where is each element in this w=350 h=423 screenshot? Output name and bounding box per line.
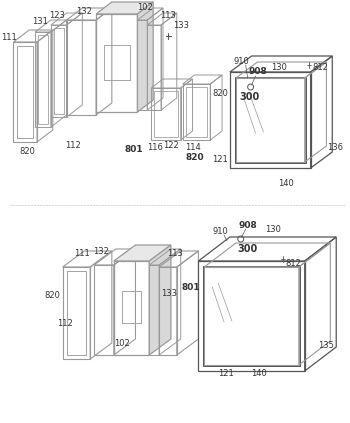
- Text: 910: 910: [234, 58, 250, 66]
- Text: 114: 114: [185, 143, 201, 153]
- Text: 812: 812: [285, 258, 301, 267]
- Text: 111: 111: [75, 248, 90, 258]
- Text: 300: 300: [239, 92, 260, 102]
- Text: 820: 820: [212, 88, 228, 97]
- Text: 112: 112: [65, 140, 80, 149]
- Text: 812: 812: [313, 63, 328, 72]
- Text: 140: 140: [252, 368, 267, 377]
- Text: 116: 116: [147, 143, 163, 153]
- Text: 820: 820: [45, 291, 61, 299]
- Text: 121: 121: [212, 156, 228, 165]
- Text: 131: 131: [32, 17, 48, 27]
- Text: 102: 102: [114, 338, 130, 348]
- Text: 133: 133: [161, 288, 177, 297]
- Polygon shape: [149, 245, 171, 355]
- Text: 111: 111: [1, 33, 16, 42]
- Text: 820: 820: [185, 154, 204, 162]
- Text: 122: 122: [163, 140, 179, 149]
- Text: 910: 910: [212, 226, 228, 236]
- Text: 136: 136: [327, 143, 343, 153]
- Text: 132: 132: [93, 247, 109, 255]
- Text: 132: 132: [76, 6, 92, 16]
- Text: 801: 801: [124, 146, 143, 154]
- Text: 113: 113: [160, 11, 176, 19]
- Text: 801: 801: [181, 283, 200, 291]
- Text: 908: 908: [248, 68, 267, 77]
- Text: 133: 133: [173, 22, 189, 30]
- Text: 135: 135: [318, 341, 334, 349]
- Polygon shape: [138, 2, 153, 112]
- Text: 130: 130: [271, 63, 287, 72]
- Text: 908: 908: [238, 220, 257, 230]
- Polygon shape: [114, 245, 171, 261]
- Text: 130: 130: [265, 225, 281, 233]
- Text: 140: 140: [278, 179, 294, 187]
- Text: 123: 123: [49, 11, 65, 20]
- Polygon shape: [96, 2, 153, 14]
- Text: 112: 112: [57, 319, 72, 327]
- Text: 102: 102: [138, 3, 153, 13]
- Text: 121: 121: [218, 368, 234, 377]
- Text: 113: 113: [167, 248, 183, 258]
- Text: 300: 300: [238, 244, 258, 254]
- Text: 820: 820: [19, 148, 35, 157]
